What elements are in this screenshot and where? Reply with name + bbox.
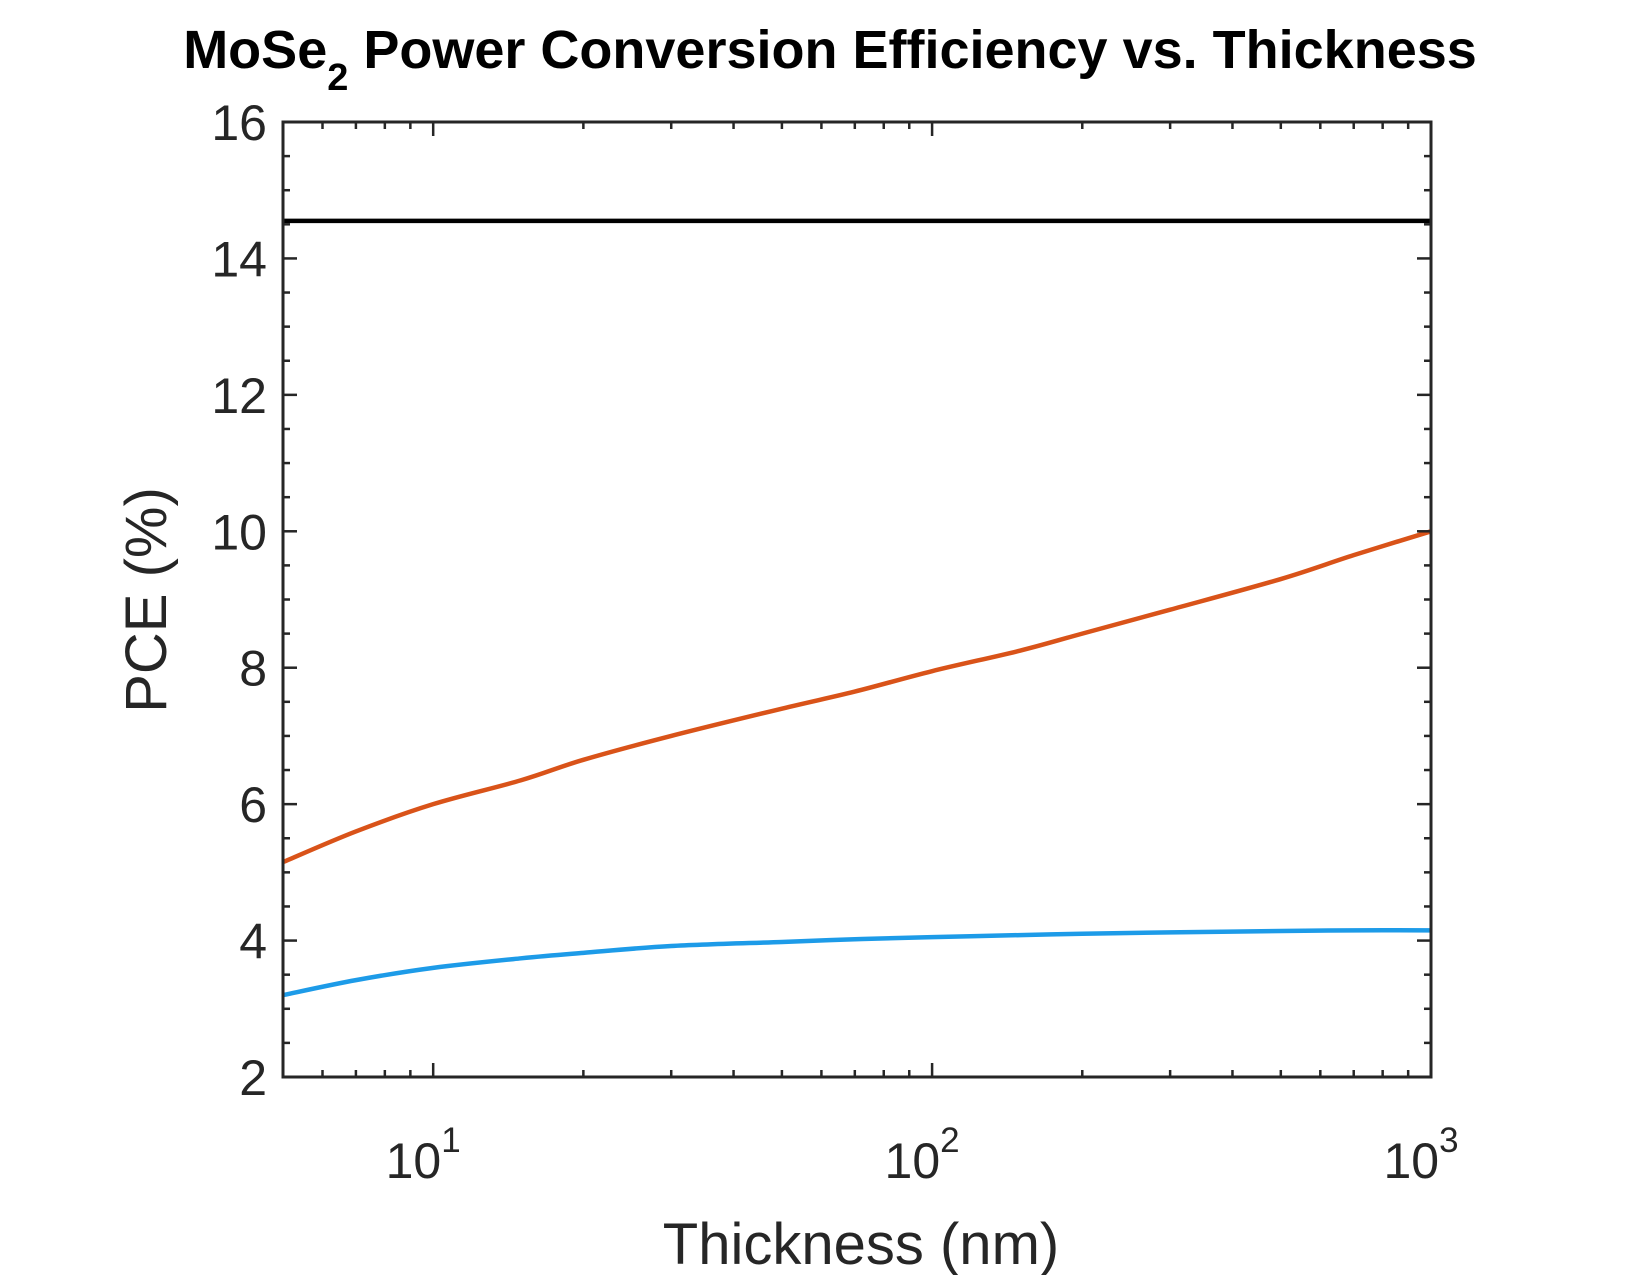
y-tick-label: 10 bbox=[211, 504, 267, 560]
y-tick-label: 16 bbox=[211, 95, 267, 151]
plot-box bbox=[281, 120, 1433, 1079]
y-tick-label: 12 bbox=[211, 368, 267, 424]
series-line-2 bbox=[282, 529, 1432, 865]
y-axis-label: PCE (%) bbox=[114, 487, 179, 713]
x-tick-label: 102 bbox=[885, 1121, 960, 1189]
y-tick-labels: 2 4 6 8 10 12 14 16 bbox=[211, 95, 267, 1106]
y-tick-label: 14 bbox=[211, 231, 267, 287]
x-axis-label: Thickness (nm) bbox=[663, 1212, 1059, 1275]
chart-title-main: MoSe bbox=[183, 20, 327, 80]
series-layer bbox=[282, 218, 1432, 998]
x-tick-label: 103 bbox=[1383, 1121, 1458, 1189]
y-tick-label: 6 bbox=[239, 777, 267, 833]
chart-title: MoSe2 Power Conversion Efficiency vs. Th… bbox=[183, 20, 1477, 99]
series-line-3 bbox=[282, 928, 1432, 998]
y-tick-label: 2 bbox=[239, 1050, 267, 1106]
x-tick-label: 101 bbox=[386, 1121, 461, 1189]
chart-title-rest: Power Conversion Efficiency vs. Thicknes… bbox=[348, 20, 1476, 80]
chart-title-subscript: 2 bbox=[327, 57, 348, 99]
x-tick-labels: 101 102 103 bbox=[386, 1121, 1459, 1189]
y-tick-label: 8 bbox=[239, 641, 267, 697]
plot-frame bbox=[281, 120, 1433, 1079]
y-tick-label: 4 bbox=[239, 914, 267, 970]
